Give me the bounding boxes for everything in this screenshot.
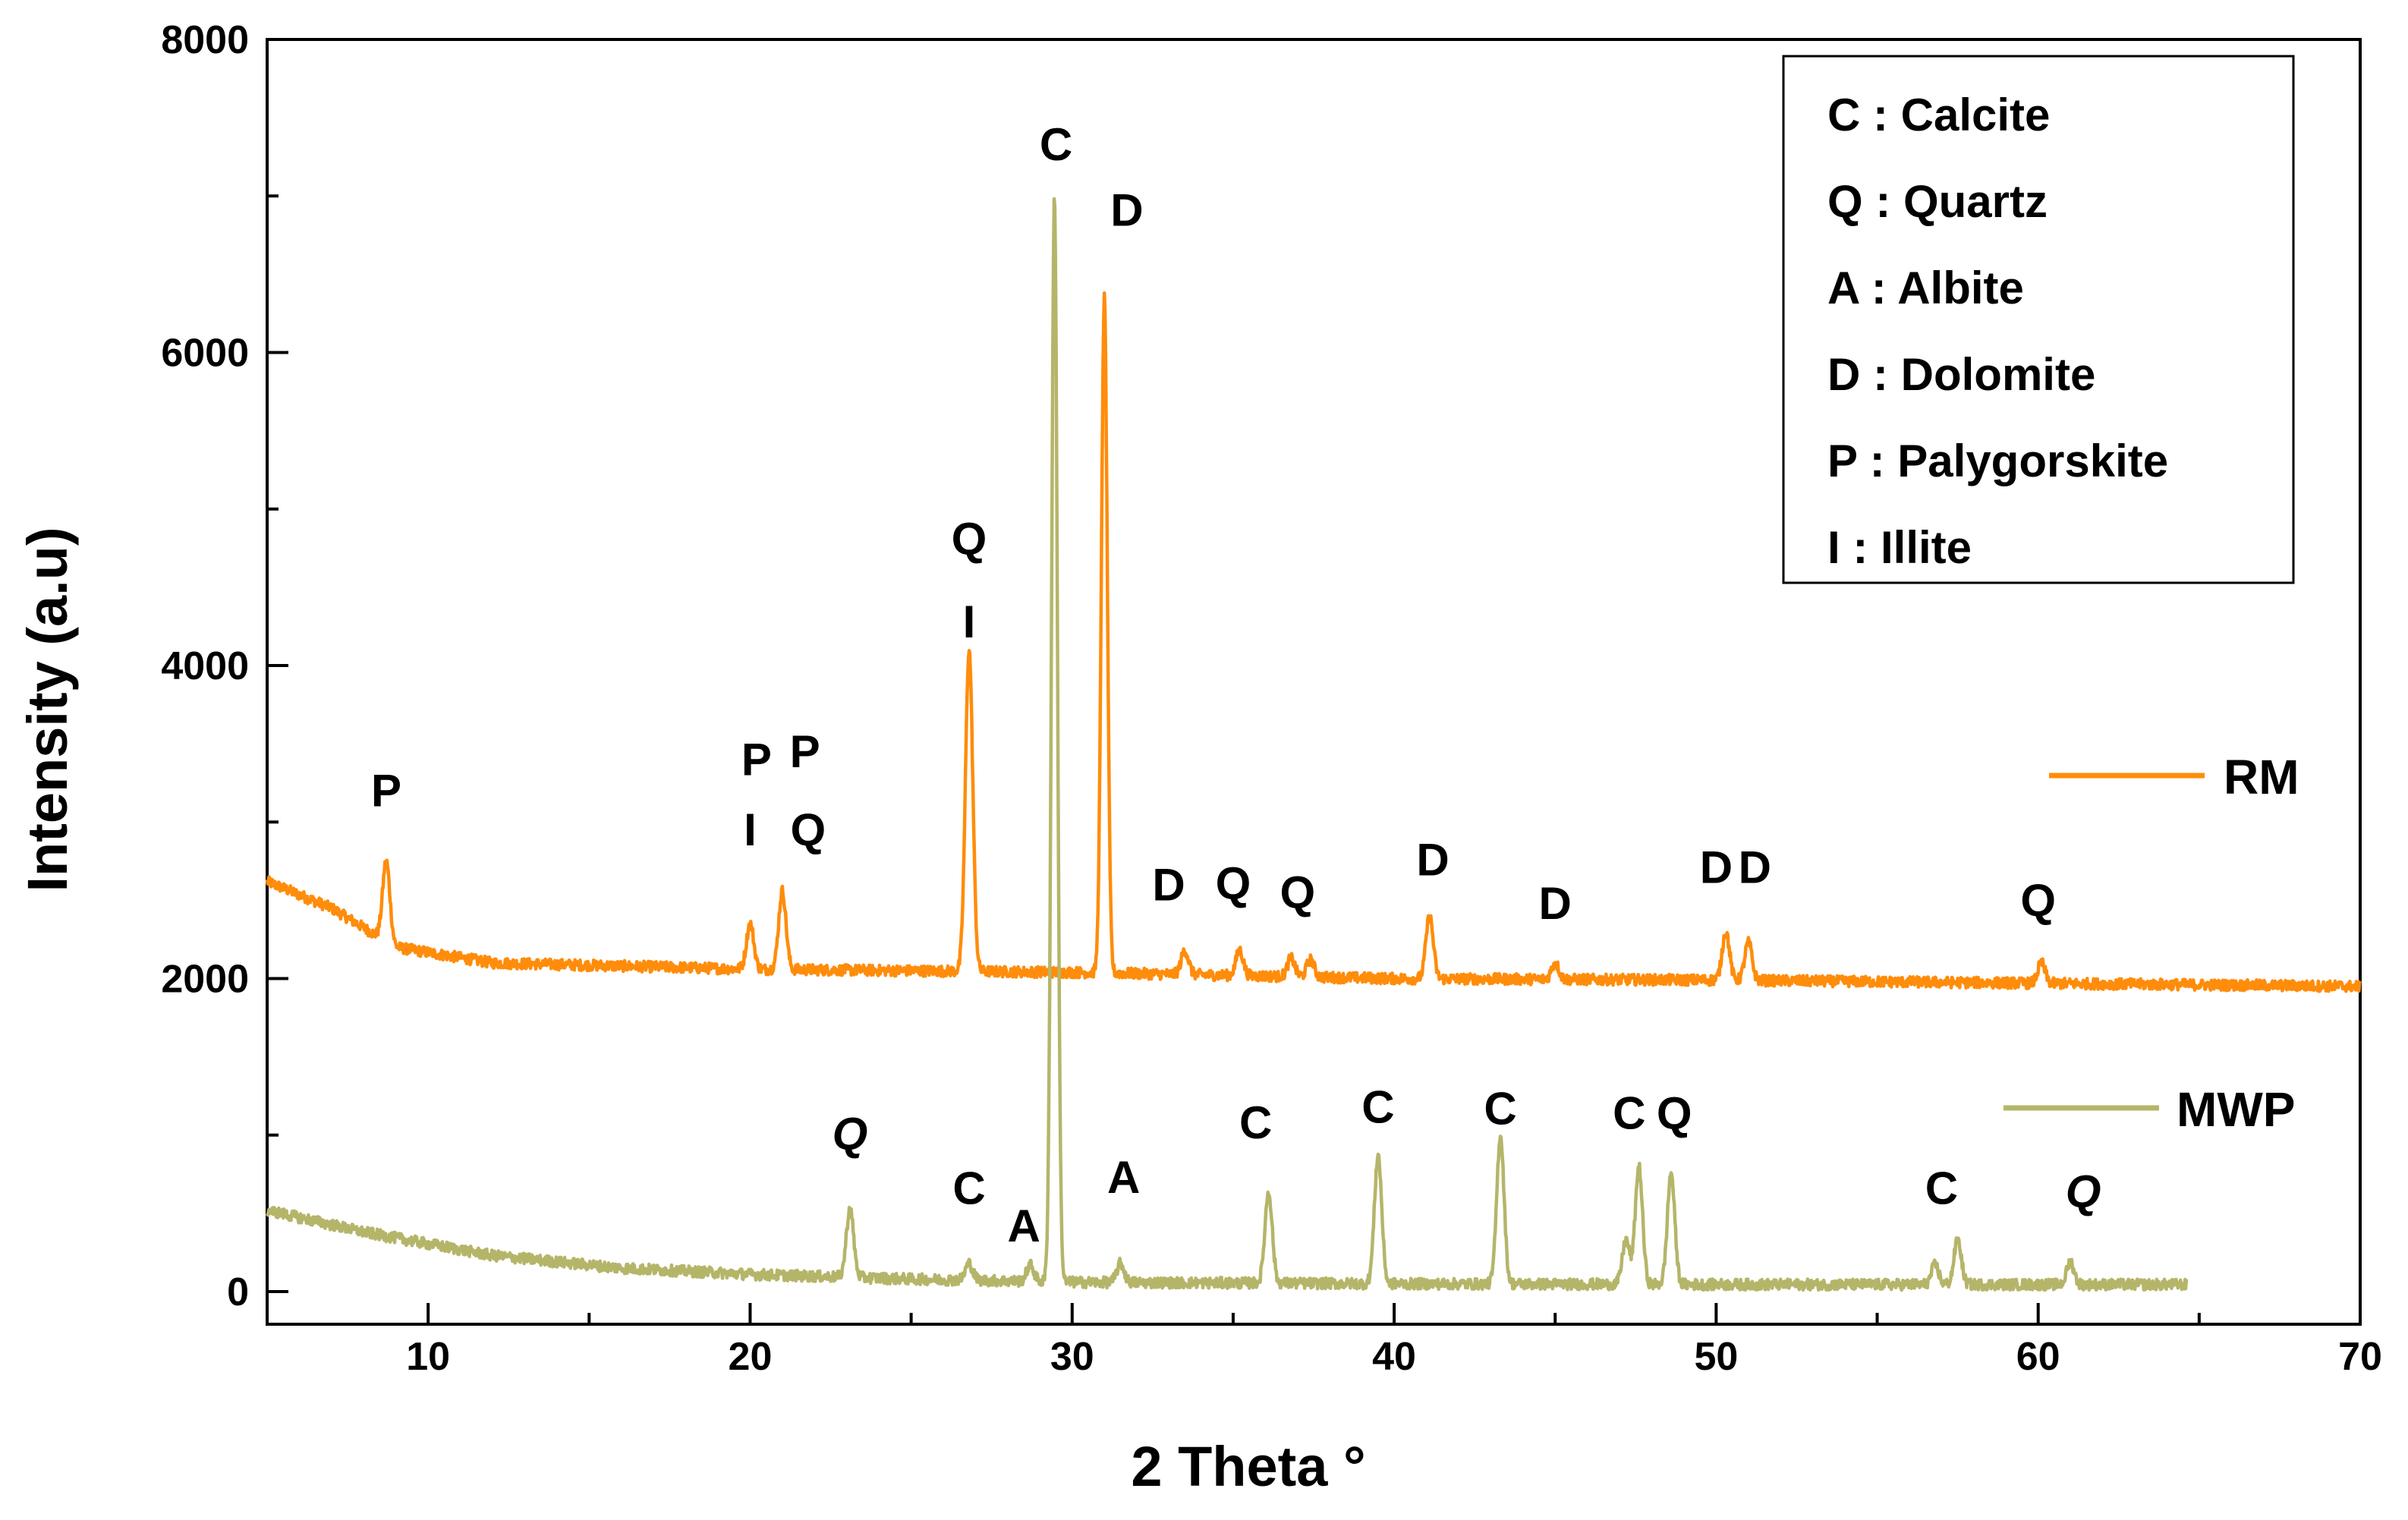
peak-label: Q	[1280, 867, 1315, 918]
mineral-key-box: C : Calcite Q : Quartz A : Albite D : Dolom…	[1782, 55, 2295, 584]
key-entry: C : Calcite	[1827, 90, 2050, 140]
peak-label: Q	[1657, 1088, 1692, 1139]
peak-label: Q	[1216, 858, 1251, 908]
series-label-mwp: MWP	[2177, 1082, 2295, 1137]
plot-frame	[266, 38, 2362, 1326]
peak-label: Q	[833, 1108, 868, 1159]
peak-label: Q	[791, 804, 826, 855]
key-box-frame	[1782, 55, 2295, 584]
peak-label: Q	[952, 514, 987, 565]
peak-label: D	[1110, 184, 1143, 235]
x-tick-label: 50	[1694, 1335, 1738, 1379]
peak-label: I	[744, 804, 757, 855]
peak-label: P	[790, 726, 820, 777]
peak-label: D	[1416, 834, 1449, 885]
peak-label: D	[1152, 859, 1185, 910]
key-entry: Q : Quartz	[1827, 176, 2048, 227]
y-tick-label: 6000	[161, 332, 249, 376]
y-tick-label: 0	[227, 1270, 249, 1314]
series-line-mwp	[265, 197, 2189, 1292]
x-axis-title: 2 Theta °	[1131, 1435, 1365, 1498]
peak-label: Q	[2066, 1166, 2101, 1217]
y-tick-label: 4000	[161, 644, 249, 688]
x-tick-label: 30	[1050, 1335, 1094, 1379]
y-tick-label: 2000	[161, 958, 249, 1002]
key-entry: D : Dolomite	[1827, 349, 2095, 400]
peak-label: P	[741, 734, 772, 785]
x-tick-label: 70	[2338, 1335, 2382, 1379]
peak-label: C	[1361, 1081, 1394, 1132]
peak-label: C	[1239, 1097, 1272, 1148]
peak-label: P	[371, 766, 401, 817]
key-entry: P : Palygorskite	[1827, 436, 2168, 486]
peak-label: D	[1700, 842, 1733, 893]
x-tick-label: 40	[1372, 1335, 1416, 1379]
x-tick-label: 10	[406, 1335, 450, 1379]
peak-label: D	[1539, 878, 1572, 929]
series-layer	[265, 197, 2362, 1292]
peak-label: D	[1739, 842, 1771, 893]
series-line-rm	[265, 291, 2362, 993]
axes-layer: 10 20 30 40 50 60 70 0 2000 4000 6000 8000	[161, 18, 2382, 1379]
key-entry: A : Albite	[1827, 263, 2024, 313]
peak-label: C	[1040, 119, 1072, 170]
series-label-rm: RM	[2224, 750, 2299, 804]
y-axis-title: Intensity (a.u)	[16, 527, 79, 892]
peak-label: A	[1107, 1152, 1140, 1203]
key-entry: I : Illite	[1827, 522, 1972, 573]
peak-label: A	[1007, 1201, 1040, 1251]
peak-label: I	[963, 596, 976, 647]
peak-label: Q	[2020, 875, 2056, 926]
y-tick-label: 8000	[161, 18, 249, 62]
series-labels: RM MWP	[2004, 750, 2299, 1137]
peak-label: C	[1484, 1083, 1516, 1134]
x-tick-label: 20	[729, 1335, 773, 1379]
peak-label: C	[1613, 1088, 1645, 1139]
peak-label: C	[952, 1163, 985, 1214]
peak-label: C	[1925, 1163, 1958, 1214]
x-tick-label: 60	[2016, 1335, 2060, 1379]
